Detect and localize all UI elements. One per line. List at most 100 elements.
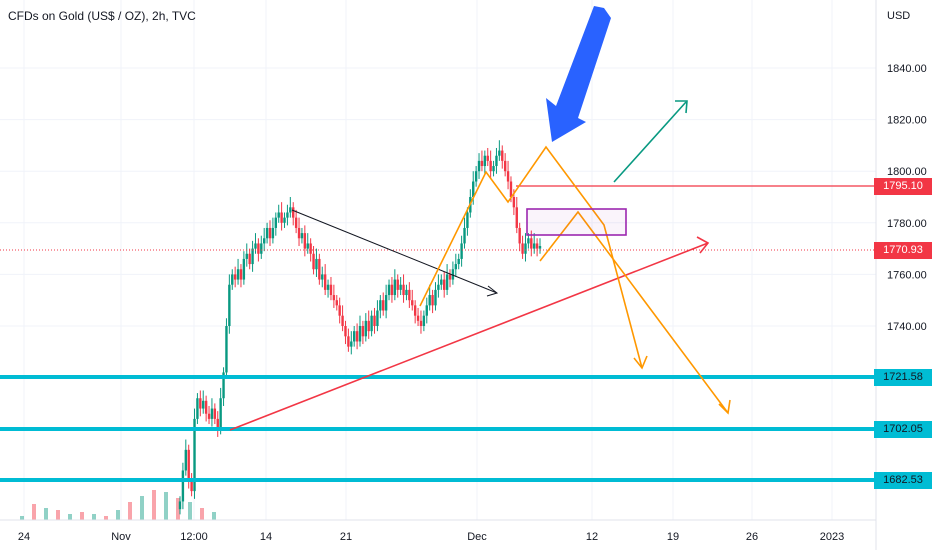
bullish-arrow[interactable] [613,101,687,183]
candle [344,320,347,345]
candle [300,227,304,244]
candle [486,147,489,167]
candle [448,269,452,288]
zigzag-arrowhead-1 [633,355,648,370]
candle [457,253,460,270]
candle [445,264,449,296]
candle [521,235,524,259]
zigzag-arrowhead-2 [718,399,731,415]
y-tick-label: 1760.00 [887,269,927,281]
price-label-support-1: 1721.58 [874,369,932,386]
candle [489,150,492,179]
y-tick-label: 1740.00 [887,321,927,333]
candle [219,387,222,435]
volume-layer [20,490,216,520]
candle [466,207,469,236]
volume-bar [80,512,84,520]
blue-callout-arrow [546,6,611,142]
candle [193,408,196,499]
candle [306,233,309,254]
candle [454,253,458,277]
candle [483,150,487,174]
candle [262,227,266,252]
falling-trendline[interactable] [291,209,498,294]
candle [260,235,263,259]
candle [297,217,301,247]
bullish-arrowhead [675,100,688,114]
x-tick-label: Nov [111,531,131,543]
candle [213,403,217,425]
volume-bar [44,508,48,520]
candle [535,238,539,257]
candle [289,197,292,218]
y-tick-label: 1820.00 [887,115,927,127]
candle [231,269,234,290]
candle [204,395,208,422]
candle [283,212,286,228]
candle [428,284,431,311]
price-label-resistance: 1795.10 [874,178,932,195]
candle-layer [178,140,542,515]
candle [361,320,365,345]
candle [271,217,275,244]
chart-title: CFDs on Gold (US$ / OZ), 2h, TVC [8,9,196,23]
candle [216,411,219,437]
candle [292,202,295,226]
candle [190,473,193,497]
candle [318,253,321,285]
candle [440,274,443,290]
candle [347,328,350,352]
volume-bar [116,510,120,520]
candle [379,295,382,319]
candle [225,318,228,378]
candle [387,279,391,301]
candle [442,271,446,298]
target-zone-box[interactable] [526,208,627,236]
candle [329,276,333,301]
candle [181,462,185,510]
x-tick-label: 12:00 [180,531,208,543]
candle [425,297,428,324]
x-tick-label: 21 [340,531,352,543]
candle [367,310,370,339]
candle [202,390,205,414]
volume-bar [92,514,96,520]
candle [254,233,257,254]
candle [399,276,402,296]
price-label-support-2: 1702.05 [874,421,932,438]
candle [463,217,466,249]
volume-bar [68,514,72,520]
candle [248,248,251,270]
candle [382,292,385,316]
volume-bar [212,512,216,520]
zigzag-pattern[interactable] [419,145,643,369]
candle [251,240,254,272]
candle [268,220,272,247]
rising-trendline[interactable] [229,242,709,431]
x-tick-label: 24 [18,531,30,543]
zigzag-pattern-2[interactable] [539,210,729,414]
candle [228,274,231,334]
candle [315,248,318,277]
rising-trendline-arrowhead [696,236,710,254]
y-tick-label: 1800.00 [887,166,927,178]
volume-bar [188,502,192,520]
candle [364,313,368,342]
grid-layer [0,0,876,520]
candle [480,150,484,172]
candle [355,323,359,350]
candle [390,276,394,303]
candle [265,222,269,244]
candle [350,331,353,355]
candle [277,204,280,223]
candle [437,274,440,298]
candle [518,222,521,252]
volume-bar [164,492,168,520]
y-tick-label: 1780.00 [887,218,927,230]
candle [245,243,248,267]
candle [402,274,405,303]
candle [239,264,243,288]
